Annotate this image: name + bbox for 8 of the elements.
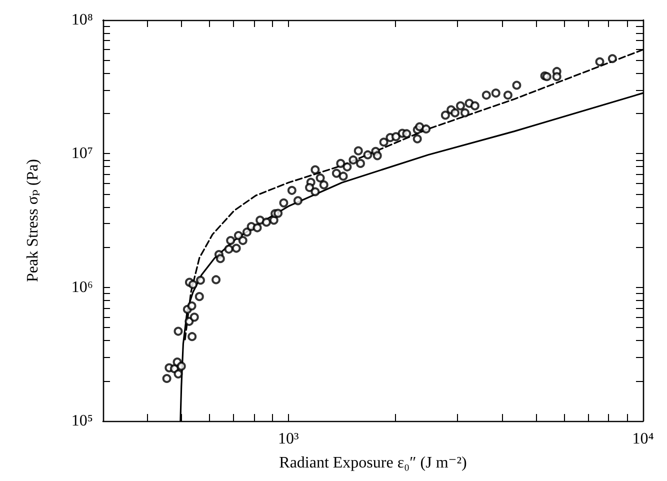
y-tick-label: 10⁸ <box>71 12 93 28</box>
y-tick-label: 10⁵ <box>71 412 93 430</box>
x-tick-label: 10⁴ <box>632 430 654 448</box>
y-tick-label: 10⁷ <box>71 145 93 162</box>
x-tick-label: 10³ <box>278 430 300 448</box>
y-axis-title: Peak Stress σₚ (Pa) <box>24 158 42 282</box>
x-axis-title: Radiant Exposure ε₀″ (J m⁻²) <box>279 454 467 472</box>
y-tick-label: 10⁶ <box>71 278 93 296</box>
